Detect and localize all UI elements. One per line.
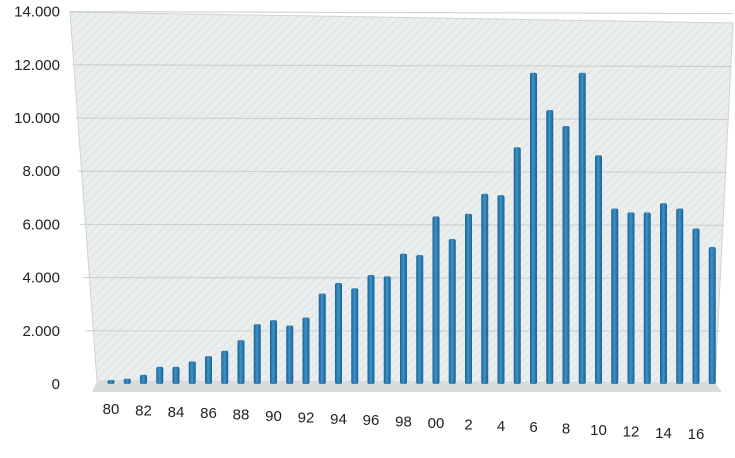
gridline — [75, 117, 729, 120]
y-tick-label: 4.000 — [22, 270, 60, 287]
bar: 8: 9700 — [562, 125, 570, 384]
bar: 92: 2500 — [302, 317, 310, 384]
y-tick-label: 0 — [52, 376, 60, 393]
gridline — [77, 170, 727, 173]
x-tick-label: 98 — [395, 414, 412, 431]
bar: 91: 2200 — [286, 325, 294, 384]
bar: 88: 1650 — [237, 340, 245, 384]
bar: 83: 650 — [156, 366, 164, 384]
y-axis-ticks: 0 2.000 4.000 6.000 8.000 10.000 12.000 14.000 — [14, 4, 60, 393]
bar: 82: 350 — [140, 374, 147, 384]
bar: 6: 11700 — [530, 72, 537, 384]
bar: 5: 8900 — [513, 147, 521, 384]
x-tick-label: 4 — [497, 418, 505, 435]
x-tick-label: 84 — [168, 404, 185, 421]
bar: 13: 6450 — [643, 212, 651, 384]
bar: 14: 6800 — [660, 203, 667, 384]
bar: 7: 10300 — [546, 110, 554, 385]
bar: 81: 200 — [123, 378, 131, 384]
gridline — [72, 64, 731, 68]
y-tick-label: 10.000 — [14, 110, 60, 127]
x-tick-label: 00 — [428, 415, 445, 432]
x-tick-label: 96 — [363, 412, 380, 429]
bar: 12: 6450 — [627, 212, 635, 384]
bar: 16: 5850 — [692, 228, 700, 384]
x-tick-label: 88 — [233, 407, 250, 424]
bar: 2: 6400 — [465, 213, 472, 384]
bar: 99: 4850 — [416, 254, 424, 384]
x-tick-label: 8 — [562, 421, 570, 438]
bar: 86: 1050 — [205, 356, 212, 384]
bar: 85: 850 — [188, 361, 196, 384]
bar: 3: 7150 — [481, 193, 489, 384]
bar: 00: 6300 — [432, 216, 440, 384]
bar: 97: 4050 — [383, 276, 391, 384]
x-tick-label: 80 — [103, 401, 120, 418]
bar: 15: 6600 — [676, 208, 684, 384]
bar: 9: 11700 — [578, 72, 586, 384]
bar: 01: 5450 — [448, 239, 456, 384]
bar: 80: 150 — [107, 380, 115, 384]
bar: 95: 3600 — [351, 288, 359, 384]
x-tick-label: 86 — [200, 405, 217, 422]
bars: 80: 150 81: 200 82: 350 83: 650 84: 650 85: 8… — [107, 72, 716, 385]
bar: 93: 3400 — [318, 293, 326, 384]
x-tick-label: 2 — [464, 416, 472, 433]
x-tick-label: 14 — [655, 425, 672, 442]
bar: 89: 2250 — [253, 324, 261, 384]
bar: 90: 2400 — [270, 320, 277, 384]
x-tick-label: 16 — [688, 426, 705, 443]
bar: 98: 4900 — [400, 253, 407, 384]
x-tick-label: 10 — [590, 422, 607, 439]
bar: 84: 650 — [172, 366, 180, 384]
x-tick-label: 6 — [529, 419, 537, 436]
gridline — [69, 11, 734, 15]
x-tick-label: 92 — [298, 409, 315, 426]
y-tick-label: 2.000 — [22, 323, 60, 340]
x-axis-ticks: 80 82 84 86 88 90 92 94 96 98 00 2 4 6 8 10 12 14 16 — [103, 401, 705, 443]
y-tick-label: 14.000 — [14, 4, 60, 21]
y-tick-label: 8.000 — [22, 163, 60, 180]
x-tick-label: 82 — [135, 402, 152, 419]
x-tick-label: 94 — [330, 411, 347, 428]
bar: 96: 4100 — [367, 274, 375, 384]
bar: 94: 3800 — [335, 282, 342, 384]
bar: 4: 7100 — [497, 195, 505, 384]
bar: 87: 1250 — [221, 350, 229, 384]
y-tick-label: 6.000 — [22, 216, 60, 233]
y-tick-label: 12.000 — [14, 57, 60, 74]
bar: 11: 6600 — [611, 208, 619, 384]
x-tick-label: 12 — [623, 423, 640, 440]
bar: 10: 8600 — [595, 155, 602, 384]
x-tick-label: 90 — [265, 408, 282, 425]
bar: 17: 5150 — [708, 247, 716, 384]
